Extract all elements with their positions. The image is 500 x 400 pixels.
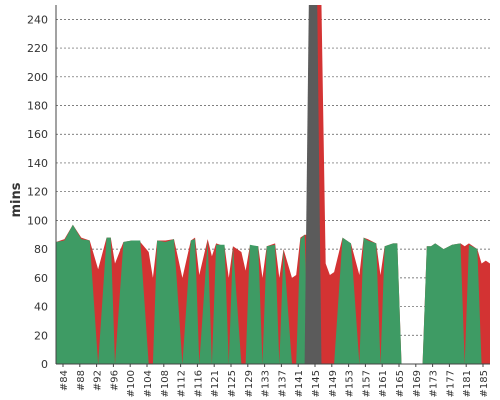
y-tick-label: 100 [27, 214, 48, 227]
y-axis-title: mins [9, 182, 24, 217]
y-tick-label: 140 [27, 157, 48, 170]
x-tick-label: #116 [193, 370, 204, 397]
y-tick-label: 60 [34, 272, 48, 285]
x-tick-label: #108 [160, 370, 171, 397]
x-tick-label: #92 [93, 370, 104, 391]
y-tick-labels: 0 20 40 60 80 100 120 140 160 180 200 220 240 [27, 13, 48, 371]
series-areas [56, 5, 490, 364]
series-area-1 [56, 224, 490, 364]
y-tick-label: 160 [27, 128, 48, 141]
y-tick-label: 0 [41, 358, 48, 371]
y-tick-label: 240 [27, 13, 48, 26]
x-tick-labels: #84 #88 #92 #96 #100 #104 #108 #112 #116 #121 #125… [59, 364, 490, 397]
x-tick-label: #112 [177, 370, 188, 397]
x-tick-label: #173 [429, 370, 440, 397]
x-tick-label: #100 [126, 370, 137, 397]
x-tick-label: #129 [244, 370, 255, 397]
x-tick-label: #88 [76, 370, 87, 391]
y-tick-label: 120 [27, 186, 48, 199]
y-tick-label: 220 [27, 42, 48, 55]
y-tick-label: 200 [27, 71, 48, 84]
x-tick-label: #165 [395, 370, 406, 397]
x-tick-label: #161 [378, 370, 389, 397]
x-tick-label: #121 [210, 370, 221, 397]
x-tick-label: #157 [361, 370, 372, 397]
x-tick-label: #84 [59, 370, 70, 391]
y-tick-label: 40 [34, 301, 48, 314]
x-tick-label: #125 [227, 370, 238, 397]
x-tick-label: #149 [328, 370, 339, 397]
x-tick-label: #169 [412, 370, 423, 397]
x-tick-label: #137 [277, 370, 288, 397]
x-tick-label: #96 [109, 370, 120, 391]
x-tick-label: #177 [445, 370, 456, 397]
y-tick-label: 20 [34, 329, 48, 342]
x-tick-label: #153 [345, 370, 356, 397]
axes [55, 5, 490, 365]
x-tick-label: #185 [479, 370, 490, 397]
x-tick-label: #141 [294, 370, 305, 397]
x-tick-label: #145 [311, 370, 322, 397]
x-tick-label: #181 [462, 370, 473, 397]
y-tick-label: 80 [34, 243, 48, 256]
x-tick-label: #104 [143, 370, 154, 397]
y-tick-label: 180 [27, 100, 48, 113]
series-area-2 [304, 5, 322, 364]
x-tick-label: #133 [261, 370, 272, 397]
